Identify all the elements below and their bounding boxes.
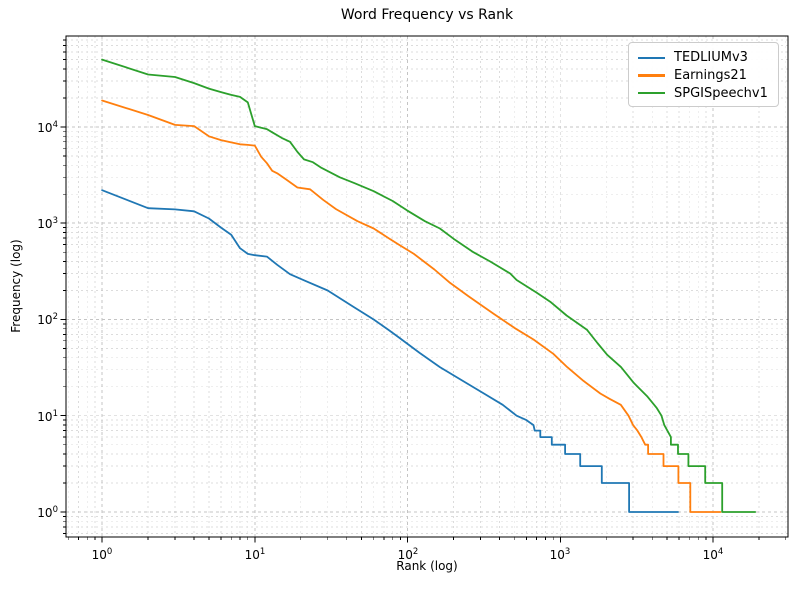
series-lines	[101, 58, 757, 513]
y-tick-label: 104	[37, 120, 58, 135]
legend-line-swatch	[638, 91, 665, 95]
y-tick-label: 101	[37, 409, 58, 424]
legend-line-swatch	[638, 74, 665, 77]
legend-label: SPGISpeechv1	[674, 85, 768, 101]
legend-line-swatch	[638, 56, 665, 60]
legend-label: TEDLIUMv3	[674, 50, 748, 66]
legend-item-tedliumv3: TEDLIUMv3	[638, 49, 770, 67]
x-tick-label: 100	[91, 547, 113, 562]
x-axis-label: Rank (log)	[396, 559, 458, 573]
legend: TEDLIUMv3 Earnings21 SPGISpeechv1	[628, 42, 779, 107]
series-line-tedliumv3	[101, 189, 679, 513]
x-tick-label: 104	[702, 547, 724, 562]
gridlines-major	[66, 36, 788, 537]
series-line-spgispeechv1	[101, 58, 757, 513]
legend-item-spgispeechv1: SPGISpeechv1	[638, 84, 770, 102]
y-tick-label: 103	[37, 216, 58, 231]
y-tick-label: 102	[37, 312, 58, 327]
chart-title: Word Frequency vs Rank	[340, 7, 514, 23]
legend-label: Earnings21	[674, 68, 747, 83]
legend-item-earnings21: Earnings21	[638, 67, 770, 85]
gridlines-minor	[66, 36, 788, 537]
axes-spines	[65, 35, 789, 538]
x-tick-label: 103	[549, 547, 571, 562]
x-tick-label: 101	[244, 547, 266, 562]
series-line-earnings21	[101, 99, 722, 513]
x-tick-label: 102	[397, 547, 419, 562]
y-tick-label: 100	[37, 505, 58, 520]
axis-ticks	[60, 39, 787, 543]
